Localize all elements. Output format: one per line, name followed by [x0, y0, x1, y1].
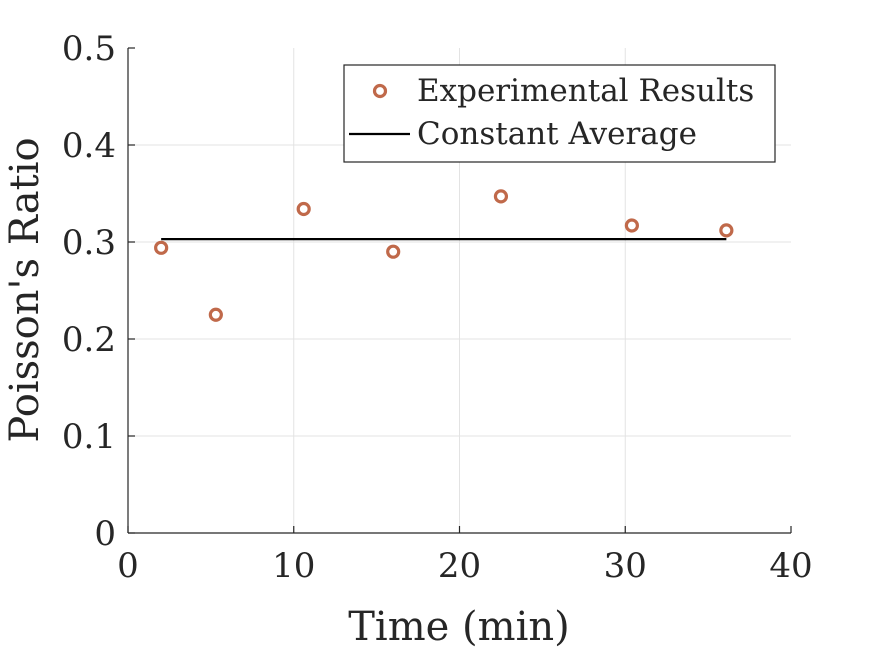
x-tick-label: 30 — [604, 546, 647, 586]
data-point — [208, 307, 223, 322]
y-axis-title: Poisson's Ratio — [2, 137, 48, 442]
data-point — [493, 189, 509, 204]
y-tick-label: 0.3 — [62, 223, 116, 263]
y-tick-label: 0.4 — [62, 126, 116, 166]
data-point — [719, 223, 734, 238]
legend-label-experimental: Experimental Results — [417, 73, 754, 109]
y-tick-label: 0.1 — [62, 417, 116, 457]
legend: Experimental Results Constant Average — [343, 64, 776, 163]
y-tick-label: 0.2 — [62, 320, 116, 360]
x-tick-label: 40 — [769, 546, 812, 586]
y-tick-label: 0 — [94, 514, 116, 554]
x-tick-label: 20 — [438, 546, 481, 586]
legend-box — [343, 64, 776, 163]
y-tick-labels: 0 0.1 0.2 0.3 0.4 0.5 — [62, 29, 116, 554]
x-tick-label: 10 — [272, 546, 315, 586]
data-point — [154, 240, 169, 255]
x-tick-label: 0 — [117, 546, 139, 586]
data-point — [386, 244, 401, 259]
x-axis-title: Time (min) — [348, 604, 569, 650]
y-tick-label: 0.5 — [62, 29, 116, 69]
x-tick-labels: 0 10 20 30 40 — [117, 546, 812, 586]
legend-label-average: Constant Average — [417, 116, 697, 152]
axes — [127, 47, 792, 534]
series — [154, 189, 734, 322]
legend-marker-experimental — [372, 83, 388, 99]
data-point — [624, 218, 639, 233]
data-point — [296, 201, 311, 217]
